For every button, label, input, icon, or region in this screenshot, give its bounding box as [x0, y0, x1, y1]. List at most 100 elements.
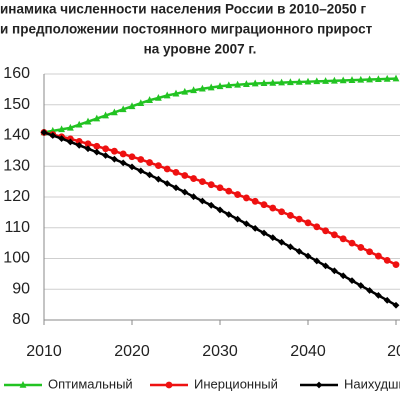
data-point — [84, 145, 92, 153]
data-point — [357, 282, 365, 289]
data-point — [260, 229, 268, 237]
data-point — [128, 102, 136, 110]
data-point — [357, 244, 365, 251]
data-point — [243, 194, 250, 202]
data-point — [163, 180, 171, 187]
data-point — [313, 223, 321, 231]
x-tick-label: 2040 — [290, 343, 326, 360]
data-point — [366, 75, 373, 83]
data-point — [295, 248, 303, 255]
data-point — [322, 77, 329, 84]
data-point — [111, 108, 118, 116]
data-point — [207, 181, 215, 189]
data-point — [172, 184, 180, 192]
data-point — [111, 147, 118, 155]
data-point — [93, 142, 101, 150]
data-point — [58, 135, 65, 142]
data-point — [313, 77, 321, 85]
data-point — [102, 152, 109, 159]
data-point — [234, 191, 242, 198]
data-point — [339, 76, 347, 84]
data-point — [260, 201, 268, 209]
data-point — [375, 292, 382, 299]
data-point — [93, 148, 101, 156]
legend-label: Наихудши — [344, 376, 400, 391]
data-point — [58, 125, 65, 133]
x-tick-label: 2020 — [114, 343, 150, 360]
data-point — [243, 220, 250, 228]
data-point — [295, 77, 303, 85]
y-tick-label: 80 — [12, 311, 30, 328]
data-point — [128, 153, 136, 161]
data-point — [199, 197, 206, 205]
data-point — [155, 162, 162, 170]
data-point — [304, 219, 312, 227]
data-point — [225, 187, 233, 195]
data-point — [331, 267, 338, 275]
data-point — [313, 257, 321, 265]
data-point — [155, 175, 162, 183]
data-point — [243, 80, 250, 87]
data-point — [40, 129, 48, 136]
data-point — [163, 91, 171, 99]
legend-marker — [315, 381, 323, 389]
data-point — [278, 208, 285, 216]
legend-marker — [19, 381, 27, 388]
x-tick-label: 20 — [387, 343, 400, 360]
y-tick-label: 160 — [3, 65, 30, 82]
y-tick-label: 110 — [4, 219, 30, 236]
data-point — [146, 96, 153, 103]
data-point — [102, 145, 109, 153]
data-point — [75, 137, 83, 145]
data-point — [234, 215, 241, 223]
data-point — [155, 93, 162, 101]
data-point — [295, 215, 303, 223]
data-point — [216, 184, 224, 192]
data-point — [137, 99, 145, 107]
data-point — [269, 234, 277, 241]
data-point — [111, 155, 118, 163]
chart-title: на уровне 2007 г. — [144, 42, 257, 57]
data-point — [199, 84, 206, 92]
legend-label: Инерционный — [194, 376, 278, 391]
data-point — [216, 82, 224, 90]
data-point — [322, 227, 329, 235]
data-point — [93, 114, 101, 122]
data-point — [375, 75, 382, 83]
data-point — [119, 150, 127, 158]
data-point — [190, 86, 197, 94]
y-tick-label: 140 — [3, 127, 30, 144]
data-point — [348, 277, 356, 285]
data-point — [383, 74, 391, 82]
data-point — [348, 76, 356, 83]
y-tick-label: 150 — [3, 96, 30, 113]
data-point — [146, 159, 154, 166]
data-point — [67, 138, 74, 146]
x-tick-label: 2010 — [26, 343, 62, 360]
data-point — [190, 175, 198, 182]
data-point — [392, 74, 400, 82]
chart-title: инамика численности населения России в 2… — [0, 2, 366, 17]
data-point — [287, 78, 294, 86]
data-point — [331, 76, 338, 84]
data-point — [84, 140, 92, 148]
data-point — [287, 212, 294, 219]
data-point — [251, 197, 259, 205]
data-point — [67, 123, 74, 131]
data-point — [181, 172, 189, 179]
data-point — [375, 252, 382, 260]
data-point — [207, 83, 215, 91]
data-point — [392, 261, 400, 269]
data-point — [146, 171, 153, 179]
y-tick-label: 90 — [12, 280, 30, 297]
data-point — [75, 141, 83, 149]
data-point — [163, 165, 171, 173]
data-point — [348, 239, 356, 247]
data-point — [216, 206, 224, 214]
data-point — [304, 77, 312, 85]
data-point — [251, 224, 259, 232]
data-point — [190, 193, 197, 201]
data-point — [260, 79, 268, 87]
data-point — [331, 231, 338, 239]
